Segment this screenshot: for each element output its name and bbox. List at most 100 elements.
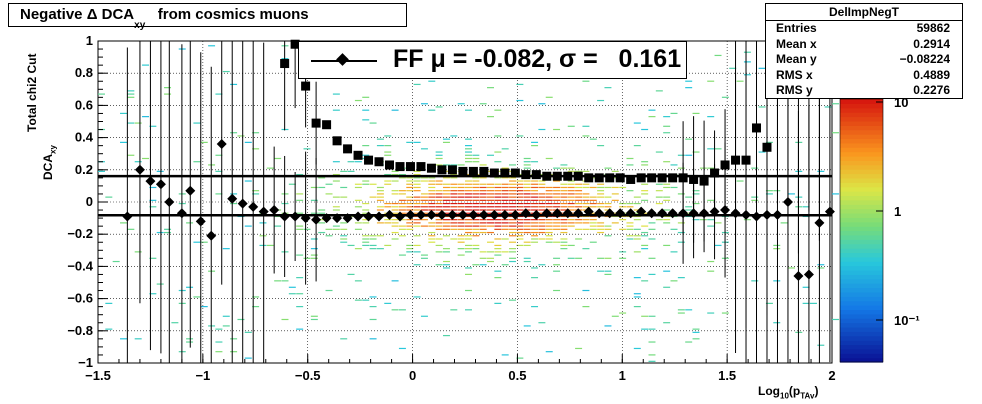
- heatmap-cell: [604, 225, 612, 227]
- heatmap-cell: [428, 193, 436, 195]
- heatmap-cell: [494, 177, 502, 179]
- heatmap-cell: [472, 231, 480, 234]
- heatmap-cell: [369, 306, 377, 308]
- diamond-marker: [803, 269, 814, 280]
- palette-band: [840, 99, 883, 104]
- heatmap-cell: [398, 212, 406, 214]
- heatmap-cell: [465, 186, 472, 189]
- heatmap-cell: [230, 83, 238, 86]
- diamond-marker: [520, 208, 531, 219]
- heatmap-cell: [538, 103, 546, 105]
- heatmap-cell: [560, 190, 568, 192]
- heatmap-cell: [626, 190, 634, 192]
- heatmap-cell: [787, 267, 795, 269]
- heatmap-cell: [296, 277, 304, 279]
- heatmap-cell: [494, 135, 502, 137]
- heatmap-cell: [222, 325, 230, 327]
- heatmap-cell: [413, 225, 421, 227]
- heatmap-cell: [127, 154, 135, 156]
- diamond-marker: [227, 193, 238, 204]
- heatmap-cell: [310, 257, 318, 259]
- heatmap-cell: [501, 238, 509, 240]
- heatmap-cell: [545, 351, 553, 353]
- heatmap-cell: [465, 138, 472, 140]
- heatmap-cell: [531, 267, 539, 269]
- palette-band: [840, 252, 883, 258]
- heatmap-cell: [384, 206, 392, 208]
- heatmap-cell: [487, 183, 494, 185]
- heatmap-cell: [685, 80, 693, 82]
- y-tick-label: 0.2: [75, 162, 93, 177]
- heatmap-cell: [420, 199, 428, 201]
- heatmap-cell: [633, 219, 641, 221]
- heatmap-cell: [369, 183, 377, 185]
- heatmap-cell: [479, 199, 487, 201]
- heatmap-cell: [340, 338, 348, 340]
- heatmap-cell: [376, 206, 384, 208]
- heatmap-cell: [420, 193, 428, 195]
- heatmap-cell: [362, 183, 370, 185]
- heatmap-cell: [479, 231, 487, 234]
- legend-marker: [336, 53, 349, 66]
- heatmap-cell: [420, 254, 428, 256]
- heatmap-cell: [501, 264, 509, 266]
- heatmap-cell: [509, 177, 517, 179]
- square-marker: [374, 157, 384, 167]
- heatmap-cell: [501, 202, 509, 205]
- palette-band: [840, 120, 883, 126]
- heatmap-cell: [420, 196, 428, 198]
- heatmap-cell: [509, 206, 517, 208]
- heatmap-cell: [663, 322, 671, 324]
- heatmap-cell: [413, 222, 421, 224]
- heatmap-cell: [354, 206, 362, 208]
- heatmap-cell: [376, 199, 384, 201]
- heatmap-cell: [435, 151, 443, 153]
- heatmap-cell: [758, 151, 766, 153]
- heatmap-cell: [707, 80, 715, 82]
- heatmap-cell: [413, 177, 421, 179]
- heatmap-cell: [215, 341, 223, 343]
- heatmap-cell: [457, 222, 465, 224]
- heatmap-cell: [641, 225, 649, 227]
- heatmap-cell: [553, 222, 561, 224]
- square-marker: [290, 39, 300, 49]
- heatmap-cell: [531, 306, 539, 308]
- heatmap-cell: [538, 202, 546, 205]
- heatmap-cell: [442, 164, 450, 166]
- heatmap-cell: [553, 199, 561, 201]
- heatmap-cell: [832, 318, 839, 321]
- heatmap-cell: [501, 225, 509, 227]
- heatmap-cell: [516, 238, 524, 240]
- heatmap-cell: [369, 296, 377, 298]
- heatmap-cell: [538, 209, 546, 211]
- heatmap-cell: [391, 173, 399, 176]
- heatmap-cell: [487, 206, 494, 208]
- heatmap-cell: [619, 251, 627, 253]
- heatmap-cell: [589, 202, 597, 205]
- heatmap-cell: [545, 222, 553, 224]
- heatmap-cell: [296, 254, 304, 256]
- heatmap-cell: [589, 177, 597, 179]
- heatmap-cell: [538, 173, 546, 176]
- heatmap-cell: [604, 202, 612, 205]
- square-marker: [762, 142, 772, 152]
- heatmap-cell: [362, 202, 370, 205]
- heatmap-cell: [398, 235, 406, 237]
- palette-band: [840, 151, 883, 157]
- heatmap-cell: [545, 219, 553, 221]
- diamond-marker: [405, 209, 416, 220]
- heatmap-cell: [457, 238, 465, 240]
- heatmap-cell: [332, 209, 340, 211]
- heatmap-cell: [142, 64, 150, 66]
- heatmap-cell: [376, 186, 384, 189]
- heatmap-cell: [472, 244, 480, 247]
- heatmap-cell: [721, 312, 729, 314]
- heatmap-cell: [501, 196, 509, 198]
- heatmap-cell: [692, 202, 700, 205]
- heatmap-cell: [296, 228, 304, 230]
- heatmap-cell: [362, 299, 370, 301]
- palette-band: [840, 195, 883, 201]
- palette-band: [840, 155, 883, 161]
- heatmap-cell: [575, 257, 583, 259]
- heatmap-cell: [442, 141, 450, 143]
